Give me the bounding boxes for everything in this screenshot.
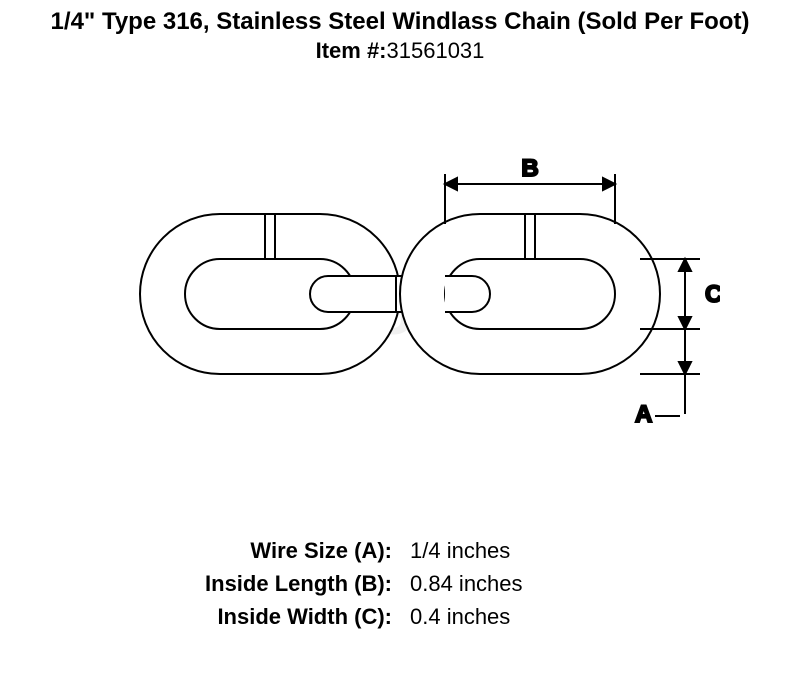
spec-value: 0.4 inches	[410, 600, 650, 633]
item-number-line: Item #:31561031	[0, 38, 800, 64]
spec-row: Wire Size (A): 1/4 inches	[150, 534, 650, 567]
right-link	[400, 214, 660, 374]
middle-link-front	[445, 276, 490, 312]
spec-label: Inside Width (C):	[150, 600, 410, 633]
spec-label: Wire Size (A):	[150, 534, 410, 567]
spec-row: Inside Length (B): 0.84 inches	[150, 567, 650, 600]
dim-a-label: A	[635, 401, 652, 428]
spec-value: 1/4 inches	[410, 534, 650, 567]
item-number: 31561031	[387, 38, 485, 63]
spec-row: Inside Width (C): 0.4 inches	[150, 600, 650, 633]
diagram-container: E-Rigging	[80, 94, 720, 494]
product-title: 1/4" Type 316, Stainless Steel Windlass …	[0, 8, 800, 36]
header: 1/4" Type 316, Stainless Steel Windlass …	[0, 0, 800, 64]
dimension-a: A	[635, 329, 700, 428]
chain-diagram: B C A	[80, 94, 720, 494]
dim-c-label: C	[705, 281, 720, 308]
specs-table: Wire Size (A): 1/4 inches Inside Length …	[150, 534, 650, 633]
spec-label: Inside Length (B):	[150, 567, 410, 600]
item-label: Item #:	[316, 38, 387, 63]
dim-b-label: B	[521, 155, 538, 182]
spec-value: 0.84 inches	[410, 567, 650, 600]
